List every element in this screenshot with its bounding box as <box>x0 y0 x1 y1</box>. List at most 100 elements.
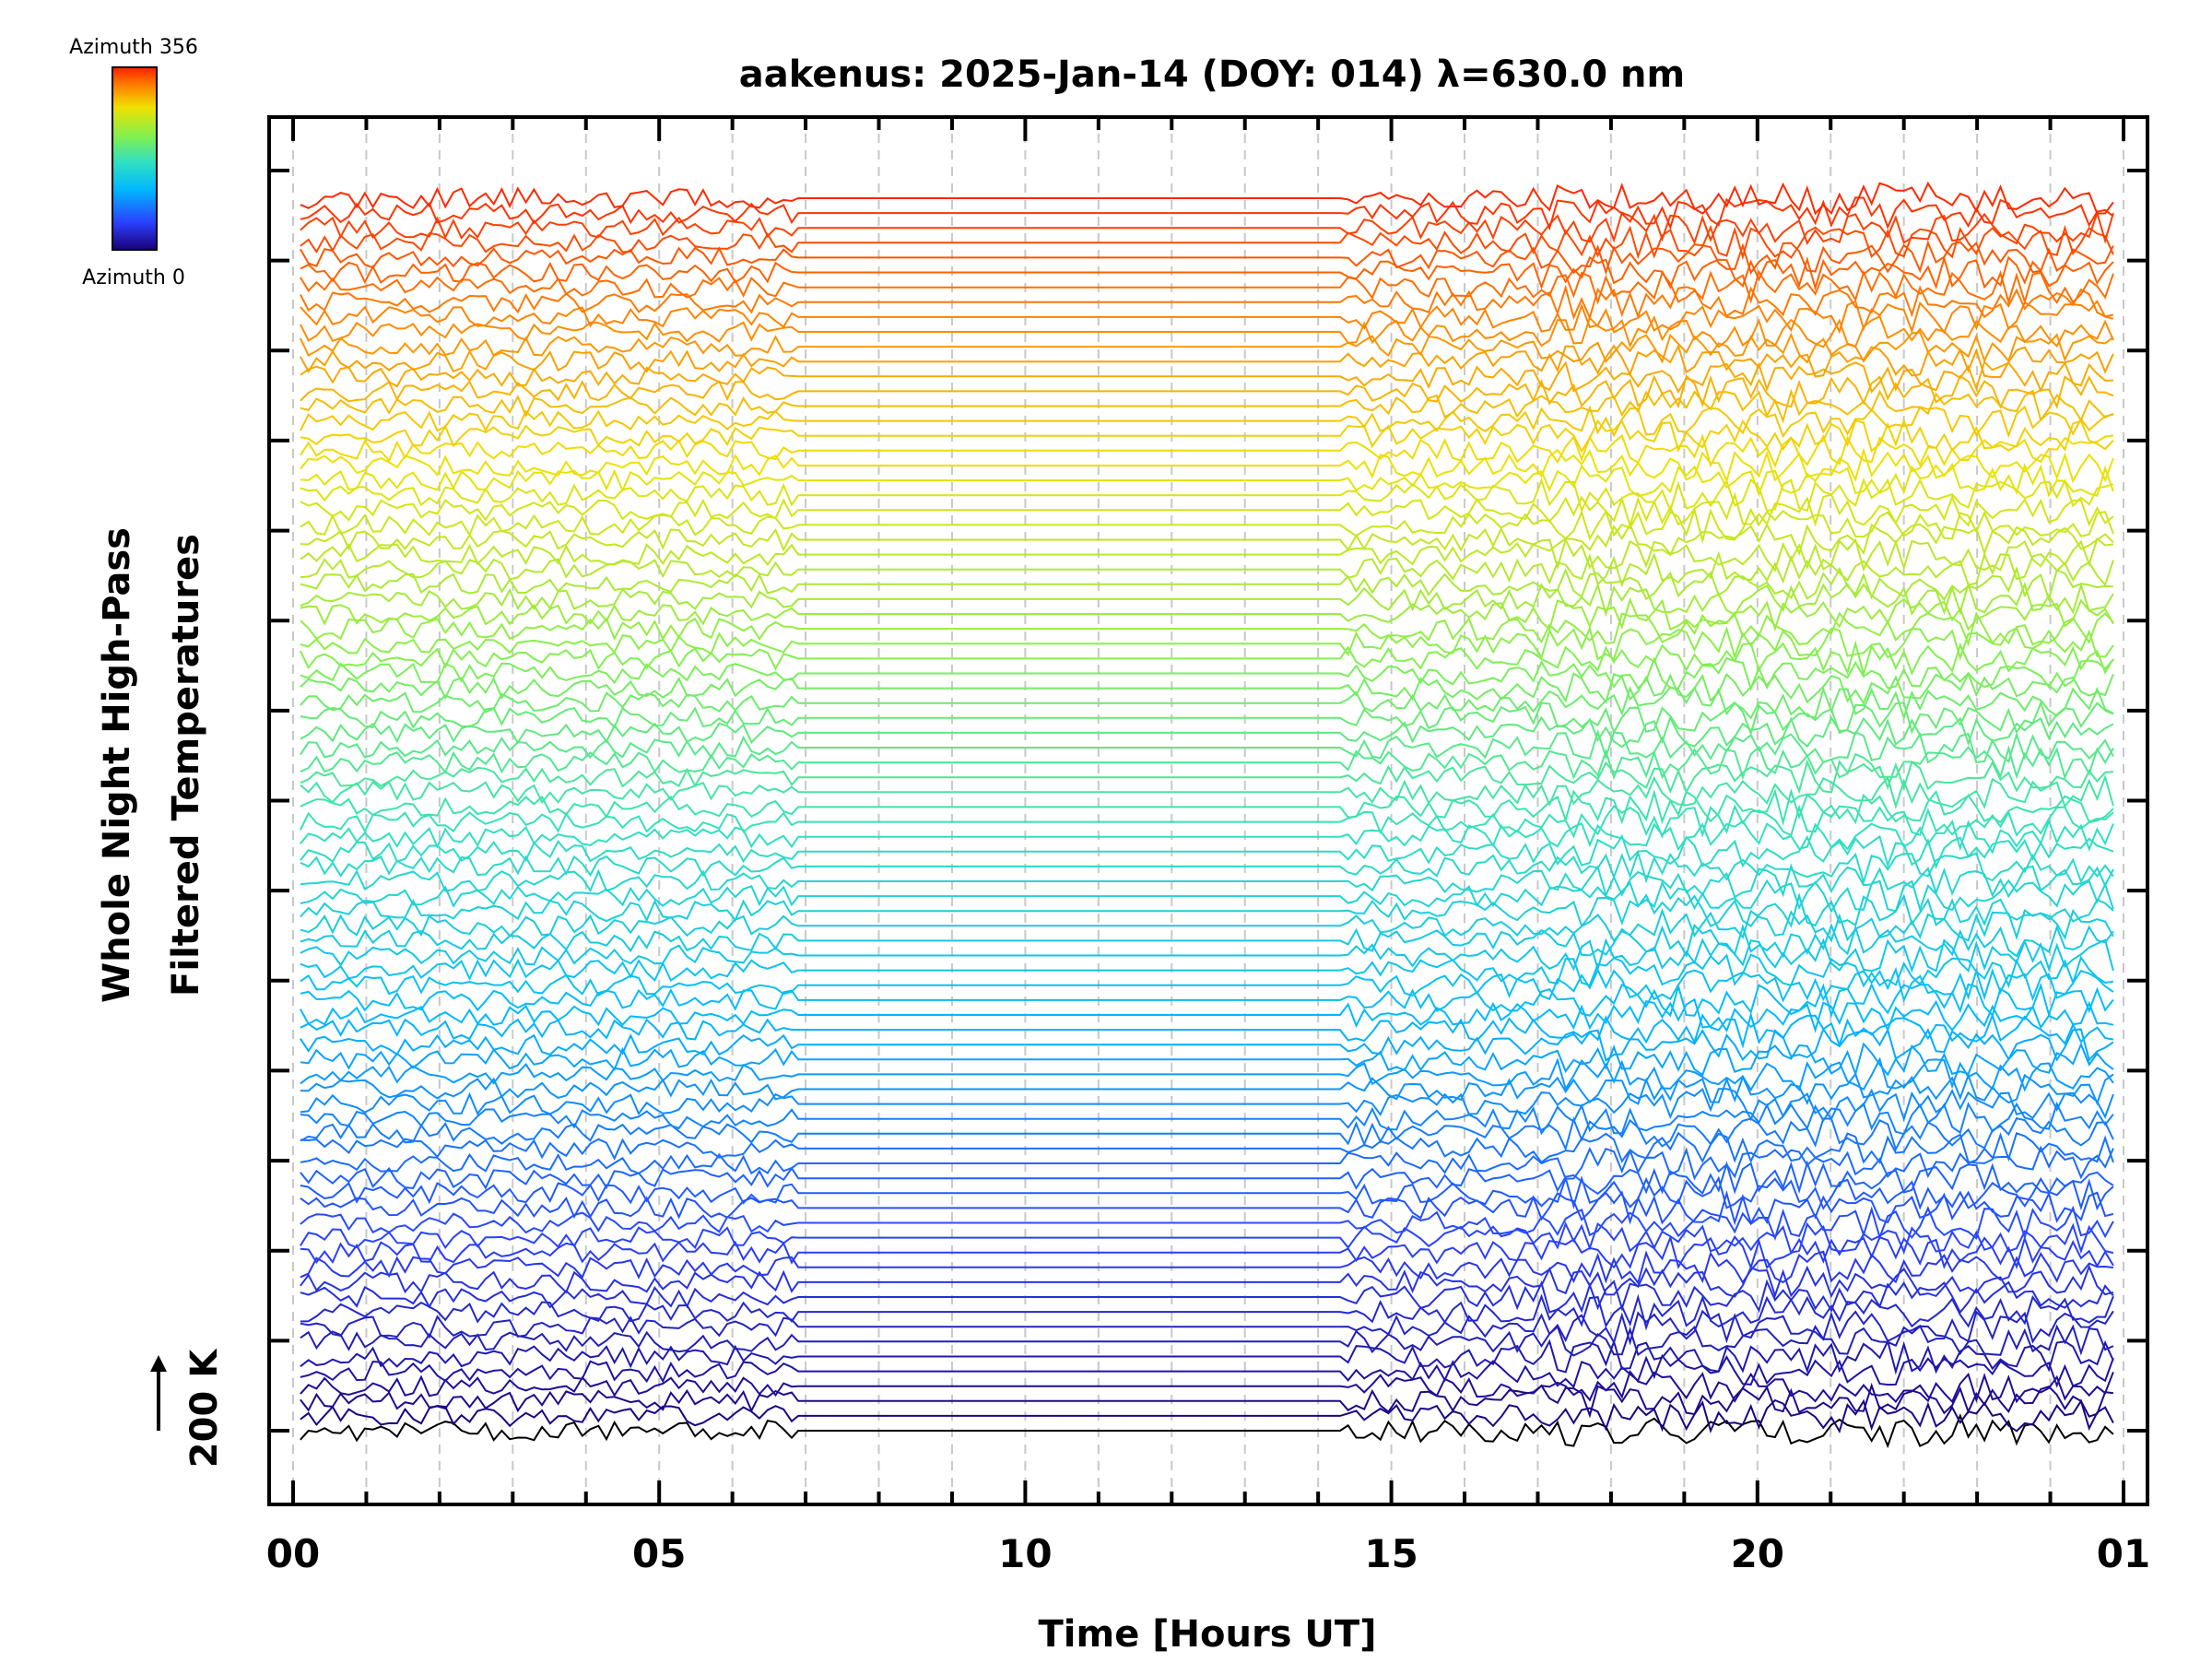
x-tick-labels: 00 05 10 15 20 01 <box>266 1531 2150 1576</box>
temperature-trace <box>300 1382 2114 1419</box>
temperature-trace <box>300 1250 2114 1285</box>
x-tick-label: 00 <box>266 1531 320 1576</box>
temperature-trace <box>300 923 2114 959</box>
temperature-trace <box>300 1116 2114 1152</box>
temperature-trace <box>300 491 2114 529</box>
y-axis-title-line1: Whole Night High-Pass <box>96 527 138 1003</box>
temperature-trace <box>300 982 2114 1019</box>
x-tick-label: 20 <box>1731 1531 1784 1576</box>
temperature-trace <box>300 1072 2114 1106</box>
temperature-trace <box>300 892 2114 928</box>
y-axis-title-line2: Filtered Temperatures <box>165 534 207 997</box>
temperature-trace <box>300 966 2114 1003</box>
colorbar-gradient <box>112 66 158 251</box>
temperature-trace <box>300 537 2114 572</box>
temperature-trace <box>300 565 2113 603</box>
temperature-trace <box>300 625 2114 661</box>
temperature-trace <box>300 405 2114 439</box>
colorbar: Azimuth 356 Azimuth 0 <box>69 36 198 289</box>
temperature-trace <box>300 1234 2114 1271</box>
temperature-trace <box>300 1056 2114 1092</box>
temperature-trace <box>300 849 2114 886</box>
temperature-trace <box>300 1293 2114 1331</box>
scale-bar-label: 200 K <box>183 1348 226 1468</box>
temperature-trace <box>300 685 2114 721</box>
temperature-trace <box>299 640 2114 678</box>
temperature-trace <box>300 700 2114 737</box>
temperature-trace <box>300 240 2114 276</box>
x-tick-label: 10 <box>998 1531 1052 1576</box>
temperature-trace <box>300 953 2114 989</box>
temperature-trace <box>300 1027 2114 1062</box>
temperature-trace <box>300 181 2114 216</box>
temperature-trace <box>300 1160 2114 1196</box>
temperature-trace <box>300 1087 2114 1123</box>
x-tick-label: 05 <box>632 1531 686 1576</box>
axis-ticks <box>269 117 2147 1504</box>
temperature-trace <box>300 833 2114 869</box>
temperature-trace <box>300 773 2114 809</box>
temperature-trace <box>300 671 2114 706</box>
temperature-trace <box>300 360 2113 395</box>
plot-frame <box>267 115 2149 1506</box>
temperature-trace <box>300 522 2114 557</box>
temperature-trace <box>300 196 2114 231</box>
temperature-trace <box>300 506 2114 545</box>
x-tick-label: 15 <box>1364 1531 1418 1576</box>
temperature-trace <box>300 1324 2114 1357</box>
temperature-trace <box>300 418 2114 454</box>
temperature-trace <box>300 596 2114 632</box>
temperature-trace <box>300 433 2114 468</box>
temperature-trace <box>300 1413 2114 1449</box>
temperature-trace <box>300 1101 2114 1136</box>
temperature-trace <box>300 1370 2114 1404</box>
temperature-trace <box>300 1279 2114 1315</box>
temperature-trace <box>300 1339 2114 1375</box>
chart-title: aakenus: 2025-Jan-14 (DOY: 014) λ=630.0 … <box>739 53 1685 96</box>
temperature-trace <box>300 343 2114 378</box>
temperature-trace <box>300 314 2114 349</box>
temperature-trace <box>300 788 2114 827</box>
temperature-trace <box>300 447 2114 484</box>
temperature-trace <box>300 1174 2114 1211</box>
colorbar-bottom-label: Azimuth 0 <box>82 266 185 289</box>
trace-lines <box>299 181 2114 1449</box>
temperature-trace <box>300 284 2114 321</box>
temperature-trace <box>300 1131 2114 1165</box>
temperature-trace <box>300 1145 2114 1181</box>
temperature-trace <box>300 1398 2114 1434</box>
temperature-trace <box>300 388 2114 424</box>
temperature-trace <box>300 269 2114 306</box>
temperature-trace <box>299 331 2114 364</box>
temperature-trace <box>300 373 2114 409</box>
temperature-trace <box>300 759 2113 795</box>
temperature-trace <box>300 656 2114 692</box>
temperature-trace <box>300 1042 2114 1078</box>
temperature-trace <box>300 1353 2114 1389</box>
temperature-trace <box>300 804 2114 839</box>
temperature-trace <box>300 478 2114 513</box>
temperature-trace <box>300 1011 2114 1049</box>
temperature-trace <box>300 224 2114 261</box>
temperature-trace <box>300 728 2114 764</box>
temperature-trace <box>300 1189 2114 1226</box>
temperature-trace <box>300 462 2114 498</box>
scale-bar-arrow-head <box>150 1355 167 1372</box>
temperature-trace <box>300 938 2114 973</box>
temperature-trace <box>300 254 2114 291</box>
temperature-trace <box>300 863 2114 899</box>
temperature-trace <box>300 997 2114 1033</box>
temperature-trace <box>300 714 2114 749</box>
x-tick-label: 01 <box>2097 1531 2150 1576</box>
temperature-trace <box>300 1205 2114 1242</box>
temperature-trace <box>300 550 2114 588</box>
temperature-trace <box>300 1221 2114 1255</box>
temperature-trace <box>300 611 2114 647</box>
colorbar-top-label: Azimuth 356 <box>69 36 198 59</box>
scale-bar: 200 K <box>150 1348 226 1468</box>
temperature-trace <box>300 581 2114 618</box>
temperature-trace <box>300 879 2114 914</box>
x-axis-title: Time [Hours UT] <box>1039 1613 1377 1656</box>
